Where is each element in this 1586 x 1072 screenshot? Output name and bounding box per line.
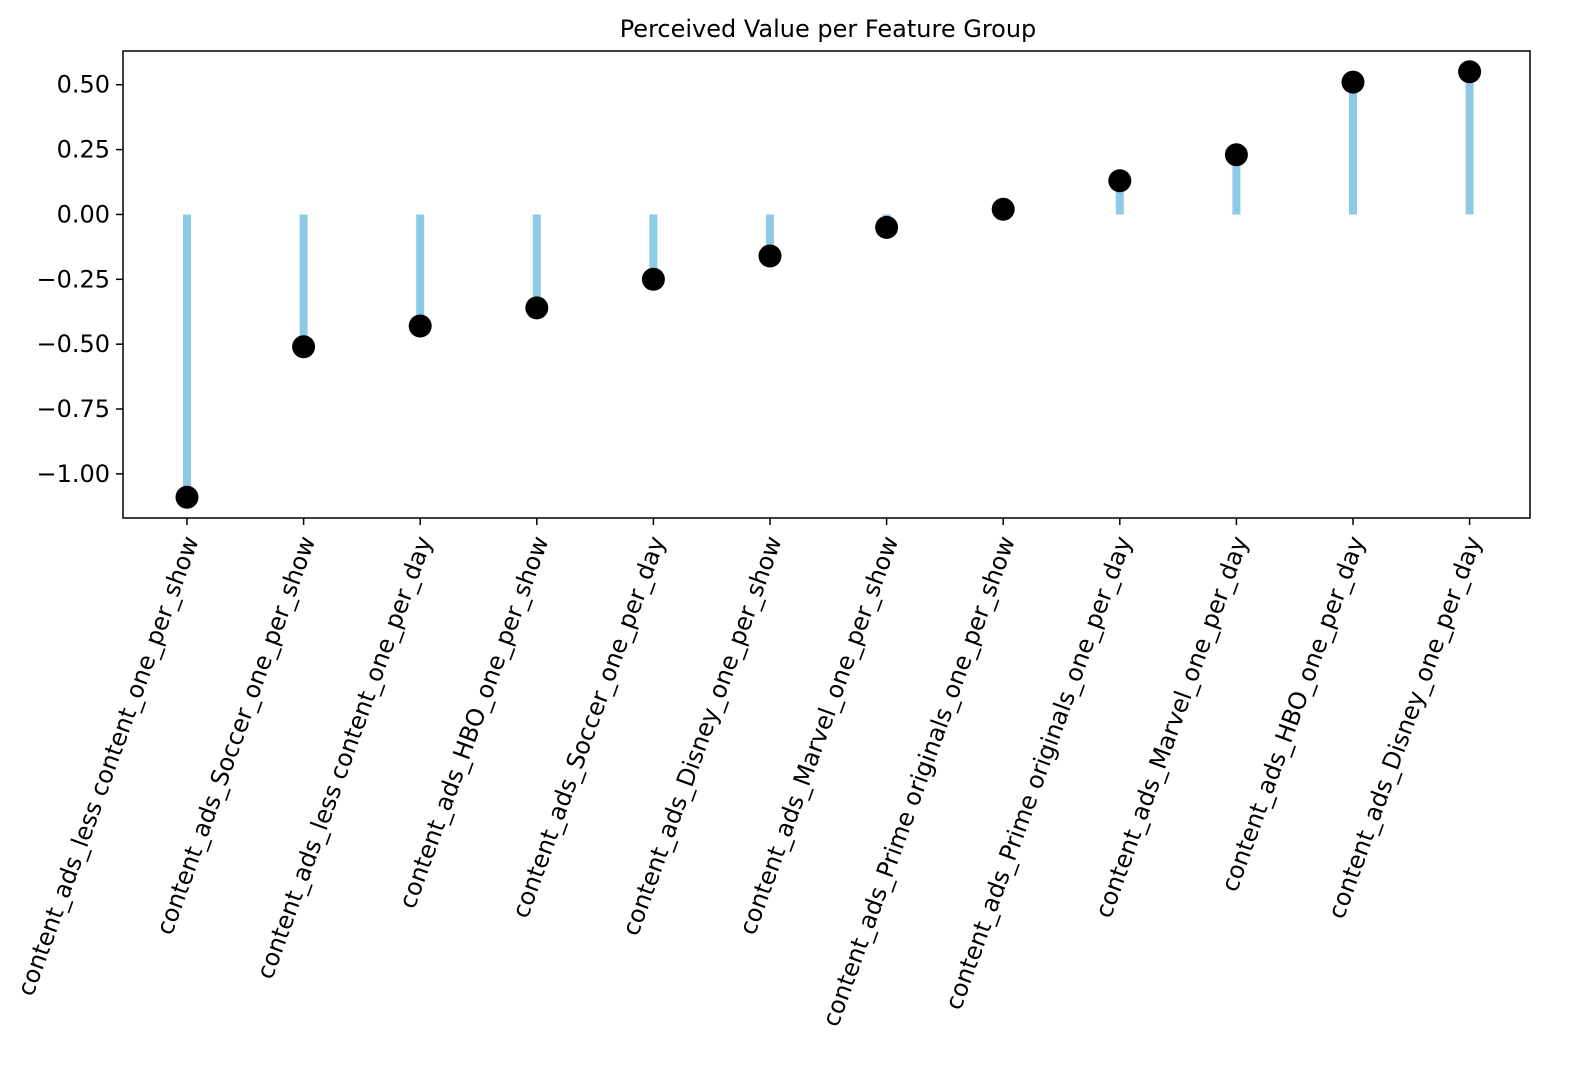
- data-point: [641, 267, 665, 291]
- data-point: [175, 485, 199, 509]
- data-point: [758, 244, 782, 268]
- y-tick-label: −0.25: [36, 265, 110, 293]
- data-point: [1341, 70, 1365, 94]
- data-point: [1224, 143, 1248, 167]
- data-point: [1108, 169, 1132, 193]
- data-point: [292, 335, 316, 359]
- data-point: [991, 197, 1015, 221]
- chart-title: Perceived Value per Feature Group: [620, 15, 1037, 43]
- data-point: [875, 215, 899, 239]
- y-axis: 0.50 0.25 0.00 −0.25 −0.50 −0.75 −1.00: [36, 71, 123, 488]
- data-point: [525, 296, 549, 320]
- x-tick-label: content_ads_HBO_one_per_day: [1216, 532, 1371, 895]
- y-tick-label: 0.25: [57, 136, 110, 164]
- stems: [183, 71, 1474, 498]
- y-tick-label: −0.50: [36, 330, 110, 358]
- y-tick-label: −1.00: [36, 460, 110, 488]
- y-tick-label: −0.75: [36, 395, 110, 423]
- data-point: [1458, 60, 1482, 84]
- plot-frame: [122, 50, 1531, 519]
- y-tick-label: 0.00: [57, 200, 110, 228]
- data-point: [408, 314, 432, 338]
- markers: [175, 60, 1482, 509]
- y-tick-label: 0.50: [57, 71, 110, 99]
- x-tick-label: content_ads_Prime originals_one_per_show: [817, 532, 1021, 1030]
- x-axis: content_ads_less content_one_per_showcon…: [12, 518, 1487, 1030]
